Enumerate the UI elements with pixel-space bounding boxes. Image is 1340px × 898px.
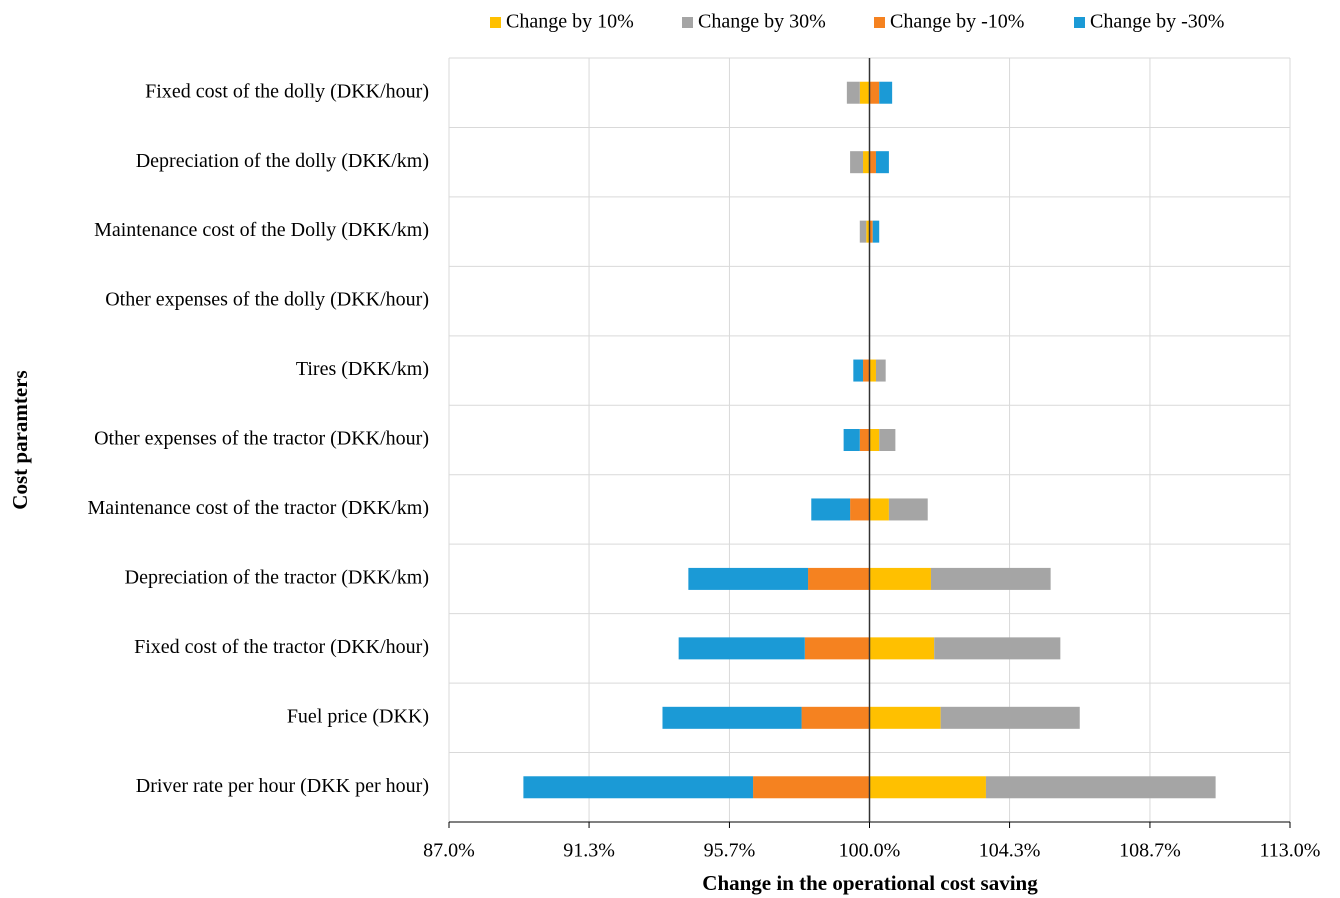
x-tick-label: 95.7% <box>704 840 756 862</box>
bar-segment <box>846 81 860 104</box>
bar-segment <box>879 429 896 451</box>
bar-segment <box>859 220 867 243</box>
y-tick-label: Fixed cost of the dolly (DKK/hour) <box>145 80 429 102</box>
y-tick-label: Fixed cost of the tractor (DKK/hour) <box>134 636 429 658</box>
bar-segment <box>930 567 1051 590</box>
bar-segment <box>853 359 864 382</box>
bar-segment <box>662 706 802 729</box>
bar-segment <box>869 359 876 382</box>
bar-segment <box>850 151 864 174</box>
bar-segment <box>808 567 870 590</box>
bar-segment <box>688 567 809 590</box>
legend-swatch <box>682 17 693 28</box>
bar-segment <box>985 776 1216 799</box>
bar-segment <box>804 637 870 660</box>
y-tick-label: Other expenses of the dolly (DKK/hour) <box>105 289 429 311</box>
bar-segment <box>888 498 928 521</box>
bar-segment <box>811 498 851 521</box>
legend-swatch <box>874 17 885 28</box>
y-tick-label: Driver rate per hour (DKK per hour) <box>136 775 429 797</box>
bar-segment <box>879 81 893 104</box>
bar-segment <box>872 220 880 243</box>
bar-segment <box>859 429 870 451</box>
bar-segment <box>869 498 889 521</box>
y-tick-label: Depreciation of the dolly (DKK/km) <box>136 150 429 172</box>
y-tick-label: Tires (DKK/km) <box>296 358 429 380</box>
x-axis-title: Change in the operational cost saving <box>702 871 1038 895</box>
legend-label: Change by -10% <box>890 11 1024 33</box>
x-tick-label: 87.0% <box>423 840 475 862</box>
bar-segment <box>523 776 754 799</box>
bar-segment <box>678 637 805 660</box>
bar-segment <box>801 706 870 729</box>
y-tick-label: Maintenance cost of the Dolly (DKK/km) <box>94 219 429 241</box>
legend-label: Change by 30% <box>698 11 826 33</box>
y-tick-label: Depreciation of the tractor (DKK/km) <box>125 567 429 589</box>
y-tick-label: Fuel price (DKK) <box>287 705 429 727</box>
y-tick-label: Maintenance cost of the tractor (DKK/km) <box>87 497 429 519</box>
bar-segment <box>869 776 986 799</box>
y-axis-title: Cost paramters <box>8 370 32 509</box>
bar-segment <box>869 706 941 729</box>
bar-segment <box>875 359 886 382</box>
legend-swatch <box>490 17 501 28</box>
x-tick-label: 91.3% <box>563 840 615 862</box>
bar-segment <box>869 220 873 243</box>
bar-segment <box>843 429 860 451</box>
bar-segment <box>940 706 1080 729</box>
bar-segment <box>863 151 870 174</box>
bar-segment <box>875 151 889 174</box>
x-tick-label: 104.3% <box>979 840 1041 862</box>
bar-segment <box>866 220 870 243</box>
legend-label: Change by 10% <box>506 11 634 33</box>
bar-segment <box>869 429 880 451</box>
bar-segment <box>869 637 935 660</box>
y-tick-label: Other expenses of the tractor (DKK/hour) <box>94 428 429 450</box>
legend-label: Change by -30% <box>1090 11 1224 33</box>
bar-segment <box>869 81 880 104</box>
bar-segment <box>869 151 876 174</box>
x-tick-label: 113.0% <box>1260 840 1321 862</box>
bar-segment <box>859 81 870 104</box>
x-tick-label: 108.7% <box>1119 840 1181 862</box>
x-tick-label: 100.0% <box>839 840 901 862</box>
bar-segment <box>850 498 870 521</box>
bar-segment <box>934 637 1061 660</box>
bar-segment <box>863 359 870 382</box>
bar-segment <box>753 776 870 799</box>
bar-segment <box>869 567 931 590</box>
legend-swatch <box>1074 17 1085 28</box>
